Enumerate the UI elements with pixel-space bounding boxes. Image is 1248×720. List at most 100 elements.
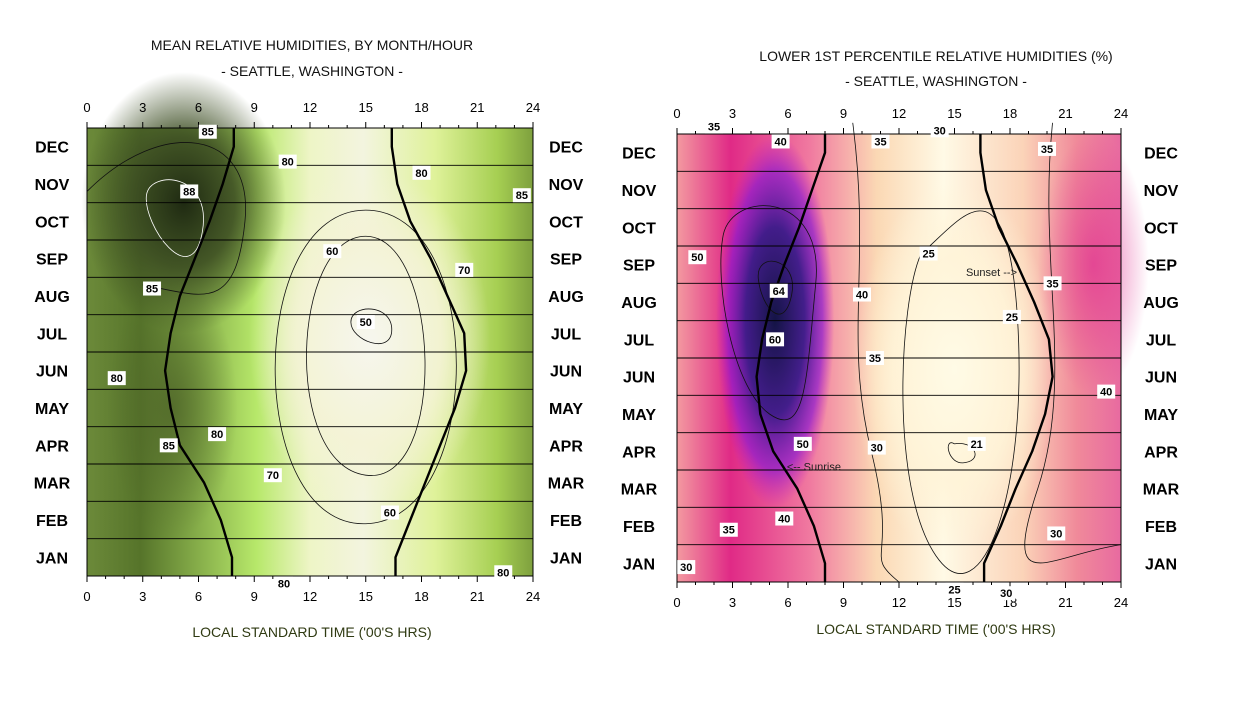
- y-tick-label-left: JUL: [624, 332, 654, 349]
- contour-label-bg: [494, 565, 513, 580]
- contour-label-bg: [769, 283, 788, 298]
- contour-label-bg: [1043, 276, 1062, 291]
- y-tick-label-left: MAR: [34, 476, 71, 493]
- contour-label-bg: [512, 188, 531, 203]
- x-tick-label-bottom: 9: [251, 589, 258, 604]
- contour-label-bg: [919, 246, 938, 261]
- sunrise-curve: [755, 134, 827, 582]
- contour-label: 35: [723, 525, 735, 537]
- y-tick-label-left: APR: [35, 438, 69, 455]
- y-tick-label-right: JUN: [1145, 370, 1177, 387]
- contour-line: [306, 235, 426, 476]
- x-tick-label-bottom: 9: [840, 595, 847, 610]
- y-tick-label-left: APR: [622, 444, 656, 461]
- contour-label: 50: [360, 317, 372, 329]
- x-tick-label-bottom: 24: [526, 589, 540, 604]
- contour-label: 40: [856, 290, 868, 302]
- y-tick-label-right: JAN: [1145, 556, 1177, 573]
- x-tick-label-bottom: 6: [195, 589, 202, 604]
- contour-label-bg: [380, 505, 399, 520]
- contour-label-bg: [323, 244, 342, 259]
- contour-label-bg: [455, 262, 474, 277]
- contour-label-bg: [107, 371, 126, 386]
- contour-label-bg: [997, 586, 1016, 601]
- y-tick-label-right: APR: [1144, 444, 1178, 461]
- contour-label-bg: [793, 436, 812, 451]
- contour-label-bg: [771, 134, 790, 149]
- contour-label: 80: [497, 567, 509, 579]
- contour-label: 60: [384, 508, 396, 520]
- contour-label-bg: [1047, 526, 1066, 541]
- x-tick-label-top: 15: [359, 100, 373, 115]
- contour-label: 40: [1100, 387, 1112, 399]
- chart-subtitle: - SEATTLE, WASHINGTON -: [221, 63, 403, 79]
- contour-label-bg: [967, 436, 986, 451]
- contour-label: 80: [211, 429, 223, 441]
- x-tick-label-bottom: 24: [1114, 595, 1128, 610]
- contour-label: 85: [516, 190, 528, 202]
- x-tick-label-bottom: 21: [470, 589, 484, 604]
- y-tick-label-left: NOV: [622, 183, 657, 200]
- contour-label: 80: [282, 157, 294, 169]
- mean-humidity-chart: MEAN RELATIVE HUMIDITIES, BY MONTH/HOUR …: [34, 37, 585, 640]
- y-tick-label-right: JUL: [551, 326, 581, 343]
- contour-label-bg: [677, 560, 696, 575]
- x-tick-label-top: 24: [1114, 106, 1128, 121]
- contour-label-bg: [705, 119, 723, 134]
- contour-label: 35: [874, 136, 886, 148]
- x-tick-label-top: 15: [947, 106, 961, 121]
- contour-line: [350, 308, 393, 345]
- contour-line: [274, 209, 457, 525]
- contour-label-bg: [1038, 141, 1056, 156]
- y-tick-label-right: JUN: [550, 364, 582, 381]
- x-tick-label-bottom: 3: [139, 589, 146, 604]
- y-tick-label-left: MAY: [35, 401, 69, 418]
- contour-line: [146, 179, 204, 257]
- x-tick-label-top: 6: [784, 106, 791, 121]
- contour-label: 30: [1050, 528, 1062, 540]
- y-tick-label-right: OCT: [1144, 220, 1178, 237]
- x-tick-label-top: 3: [729, 106, 736, 121]
- contour-label: 30: [934, 125, 946, 137]
- y-tick-label-right: NOV: [1144, 183, 1179, 200]
- contour-label: 60: [769, 334, 781, 346]
- contour-label: 35: [869, 353, 881, 365]
- contour-label: 21: [971, 439, 983, 451]
- y-tick-label-right: FEB: [550, 513, 582, 530]
- y-tick-label-right: DEC: [1144, 146, 1178, 163]
- contour-label: 60: [326, 246, 338, 258]
- contour-line: [852, 122, 900, 583]
- y-tick-label-left: OCT: [35, 214, 69, 231]
- contour-label-bg: [143, 281, 162, 296]
- x-tick-label-top: 21: [1058, 106, 1072, 121]
- contour-label: 64: [773, 286, 786, 298]
- y-tick-label-left: NOV: [35, 177, 70, 194]
- x-tick-label-top: 9: [251, 100, 258, 115]
- y-tick-label-right: MAR: [1143, 482, 1180, 499]
- contour-label-bg: [263, 468, 282, 483]
- contour-label: 25: [1006, 312, 1018, 324]
- contour-label: 80: [415, 168, 427, 180]
- contour-line: [902, 210, 1020, 574]
- y-tick-label-left: MAY: [622, 407, 656, 424]
- contour-label: 88: [183, 186, 195, 198]
- sunset-curve: [390, 128, 468, 576]
- contour-label-bg: [1002, 309, 1021, 324]
- contour-label: 70: [458, 265, 470, 277]
- contour-label-bg: [766, 332, 785, 347]
- x-tick-label-bottom: 6: [784, 595, 791, 610]
- contour-label-bg: [775, 511, 794, 526]
- x-tick-label-top: 3: [139, 100, 146, 115]
- y-tick-label-right: MAY: [1144, 407, 1178, 424]
- y-tick-label-right: DEC: [549, 140, 583, 157]
- x-tick-label-bottom: 3: [729, 595, 736, 610]
- contour-label-bg: [945, 582, 964, 597]
- contour-label: 50: [797, 439, 809, 451]
- y-tick-label-left: JUL: [37, 326, 67, 343]
- contour-label: 85: [146, 284, 158, 296]
- y-tick-label-left: AUG: [621, 295, 657, 312]
- y-tick-label-right: MAR: [548, 476, 585, 493]
- contour-label-bg: [412, 165, 431, 180]
- x-tick-label-bottom: 0: [673, 595, 680, 610]
- contour-label-bg: [198, 124, 217, 139]
